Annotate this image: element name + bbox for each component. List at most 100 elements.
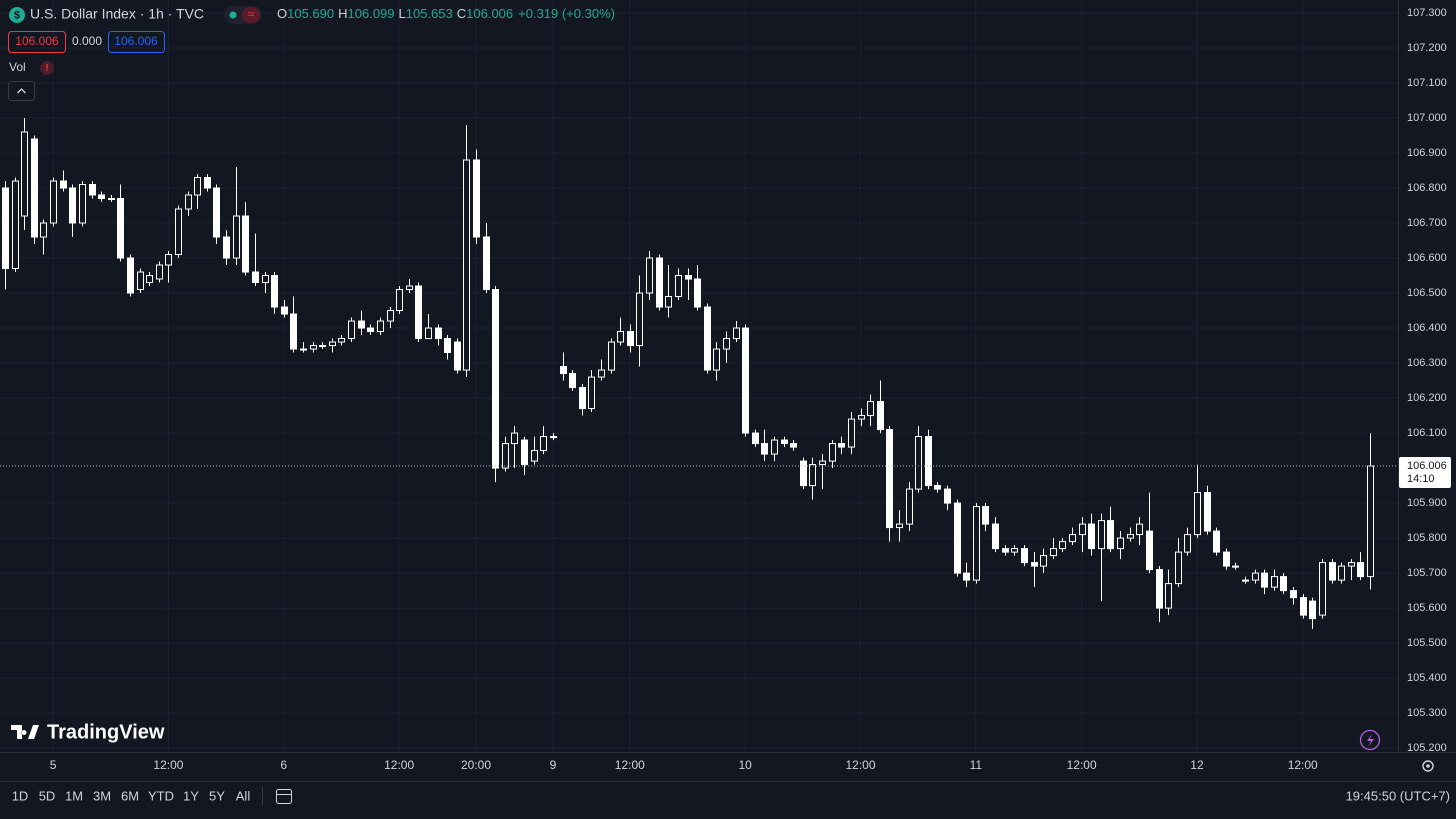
candle-body (608, 341, 615, 371)
candle-body (127, 257, 134, 294)
range-button[interactable]: YTD (148, 788, 174, 803)
candle-body (165, 254, 172, 266)
clock[interactable]: 19:45:50 (UTC+7) (1346, 788, 1450, 803)
y-tick-label: 105.200 (1407, 742, 1447, 754)
y-tick-label: 107.100 (1407, 77, 1447, 89)
candle-body (1021, 548, 1028, 564)
candle-body (98, 194, 105, 200)
candle-body (1127, 534, 1134, 539)
candle-body (117, 198, 124, 259)
candle-body (425, 327, 432, 340)
candle-body (1357, 562, 1364, 578)
candle-body (1280, 576, 1287, 592)
candle-body (1194, 492, 1201, 536)
date-range-button[interactable] (276, 789, 292, 804)
range-button[interactable]: 3M (93, 788, 111, 803)
last-price-label: 106.006 (1407, 460, 1447, 472)
candle-body (1309, 600, 1316, 620)
y-tick-label: 106.800 (1407, 182, 1447, 194)
candle-body (1319, 562, 1326, 616)
candle-body (829, 443, 836, 462)
y-tick-label: 106.300 (1407, 357, 1447, 369)
candle-body (646, 257, 653, 294)
candle-body (598, 369, 605, 378)
bid-box[interactable] (8, 31, 66, 53)
candle-body (1367, 465, 1374, 578)
ask-box[interactable] (108, 31, 165, 53)
candle-body (1213, 530, 1220, 553)
range-button[interactable]: 1D (12, 788, 29, 803)
candle-body (742, 327, 749, 434)
range-button[interactable]: 5D (39, 788, 56, 803)
candle-body (588, 376, 595, 410)
candle-body (483, 236, 490, 291)
candle-body (934, 485, 941, 490)
candle-body (12, 180, 19, 270)
candle-body (1252, 572, 1259, 581)
x-tick-label: 12:00 (384, 758, 414, 772)
candle-body (137, 271, 144, 291)
x-tick-label: 12:00 (846, 758, 876, 772)
candle-body (1204, 492, 1211, 532)
range-button[interactable]: 1M (65, 788, 83, 803)
lightning-button[interactable] (1359, 729, 1381, 751)
candle-body (531, 450, 538, 462)
candle-body (877, 401, 884, 431)
x-tick-label: 12:00 (615, 758, 645, 772)
candle-body (1031, 562, 1038, 567)
collapse-icon (17, 88, 26, 94)
candle-body (617, 331, 624, 343)
candle-body (223, 236, 230, 259)
candle-body (290, 313, 297, 350)
candle-body (752, 432, 759, 445)
candle-body (694, 278, 701, 308)
range-button[interactable]: 6M (121, 788, 139, 803)
x-tick-label: 12:00 (153, 758, 183, 772)
candle-body (454, 341, 461, 371)
candle-body (204, 176, 211, 189)
candle-body (800, 460, 807, 487)
candle-body (502, 443, 509, 469)
range-button[interactable]: 1Y (183, 788, 199, 803)
candle-body (579, 387, 586, 410)
candle-body (704, 306, 711, 371)
candle-body (685, 275, 692, 280)
candle-body (492, 289, 499, 469)
collapse-button[interactable] (8, 81, 35, 101)
chart-title: U.S. Dollar Index · 1h · TVC (30, 6, 204, 22)
y-tick-label: 105.500 (1407, 637, 1447, 649)
settings-button[interactable] (1422, 760, 1434, 772)
candle-body (781, 439, 788, 445)
candle-body (79, 183, 86, 224)
candle-body (761, 443, 768, 455)
range-button[interactable]: 5Y (209, 788, 225, 803)
candle-body (194, 176, 201, 196)
settings-icon (1426, 764, 1430, 768)
x-tick-label: 12:00 (1067, 758, 1097, 772)
candle-body (896, 523, 903, 529)
y-tick-label: 105.300 (1407, 707, 1447, 719)
candle-body (636, 292, 643, 347)
y-tick-label: 107.000 (1407, 112, 1447, 124)
range-button[interactable]: All (236, 788, 251, 803)
volume-warning[interactable] (40, 61, 54, 75)
y-tick-label: 105.400 (1407, 672, 1447, 684)
candle-body (213, 187, 220, 238)
candle-body (925, 436, 932, 487)
candle-body (1107, 520, 1114, 550)
y-tick-label: 107.300 (1407, 7, 1447, 19)
candle-body (435, 327, 442, 340)
candle-body (1040, 555, 1047, 567)
candle-body (156, 264, 163, 280)
ohlc-legend: O105.690 H106.099 L105.653 C106.006 +0.319 (… (277, 6, 615, 21)
candle-body (992, 523, 999, 550)
candle-body (444, 338, 451, 354)
candle-body (838, 443, 845, 448)
candle-body (348, 320, 355, 340)
y-tick-label: 105.800 (1407, 532, 1447, 544)
candle-body (406, 285, 413, 291)
candle-body (809, 464, 816, 487)
delay-icon (242, 7, 260, 23)
range-buttons: 1D 5D 1M 3M 6M YTD 1Y 5Y All (12, 788, 251, 803)
